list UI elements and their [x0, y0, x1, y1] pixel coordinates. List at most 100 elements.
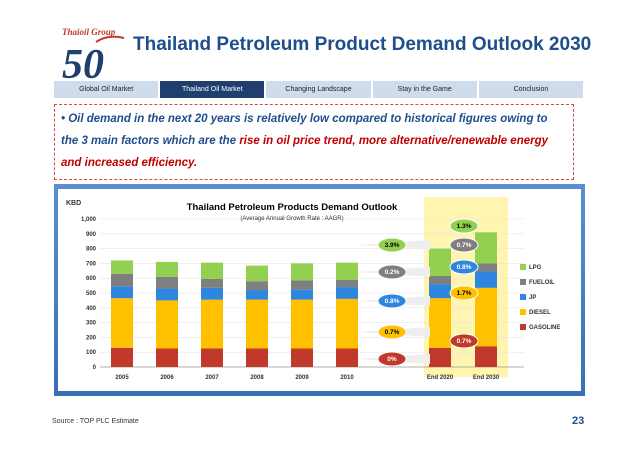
- growth-badge-jp-2010-2020: [377, 293, 407, 309]
- growth-label-jp-2010-2020: 0.8%: [385, 298, 400, 305]
- tab-stay-in-the-game[interactable]: Stay in the Game: [372, 81, 479, 98]
- x-tick-label: 2007: [205, 375, 219, 381]
- bar-fueloil-2007: [201, 278, 223, 288]
- page-title: Thailand Petroleum Product Demand Outloo…: [133, 34, 592, 55]
- x-tick-label: End 2020: [427, 375, 454, 381]
- tab-global-oil-market[interactable]: Global Oil Market: [54, 81, 161, 98]
- bar-lpg-2008: [246, 265, 268, 282]
- bar-gasoline-2006: [156, 348, 178, 367]
- legend-swatch-diesel: [520, 309, 526, 315]
- bar-gasoline-2007: [201, 348, 223, 367]
- statement-text: Oil demand in the next 20 years is relat…: [61, 113, 548, 147]
- growth-badge-lpg-2020-2030: [449, 218, 479, 234]
- bullet: •: [61, 113, 66, 125]
- bar-fueloil-2008: [246, 281, 268, 291]
- bar-jp-2009: [291, 289, 313, 300]
- bar-lpg-2009: [291, 263, 313, 281]
- bar-lpg-2005: [111, 260, 133, 274]
- bar-lpg-end-2020: [429, 248, 451, 276]
- legend-label-gasoline: GASOLINE: [529, 325, 560, 331]
- legend-label-lpg: LPG: [529, 265, 542, 271]
- y-tick-label: 100: [86, 350, 97, 356]
- bar-gasoline-end-2030: [475, 346, 497, 367]
- growth-badge-diesel-2020-2030: [449, 285, 479, 301]
- y-tick-label: 400: [86, 306, 97, 312]
- y-axis-label: KBD: [66, 200, 81, 207]
- growth-label-lpg-2020-2030: 1.3%: [457, 223, 472, 230]
- legend-label-diesel: DIESEL: [529, 310, 551, 316]
- page-number: 23: [572, 415, 585, 427]
- growth-badge-gasoline-2010-2020: [377, 351, 407, 367]
- bar-fueloil-2006: [156, 276, 178, 289]
- bar-fueloil-2005: [111, 273, 133, 287]
- bar-gasoline-2005: [111, 347, 133, 367]
- bar-fueloil-end-2030: [475, 263, 497, 272]
- bar-diesel-2006: [156, 300, 178, 349]
- bar-jp-end-2030: [475, 271, 497, 288]
- section-nav: Global Oil Market Thailand Oil Market Ch…: [54, 81, 586, 98]
- y-tick-label: 1,000: [81, 217, 97, 223]
- x-tick-label: 2005: [115, 375, 129, 381]
- legend-swatch-lpg: [520, 264, 526, 270]
- statement-highlight: rise in oil price trend, more alternativ…: [61, 135, 549, 169]
- bar-gasoline-2008: [246, 348, 268, 367]
- y-tick-label: 800: [86, 247, 97, 253]
- y-tick-label: 600: [86, 276, 97, 282]
- y-tick-label: 900: [86, 232, 97, 238]
- chart-panel: 0 100 200 300 400 500 600 700 800 900 1,000 KBD 2005…: [54, 184, 585, 396]
- bar-fueloil-end-2020: [429, 275, 451, 285]
- y-tick-label: 500: [86, 291, 97, 297]
- legend-swatch-gasoline: [520, 324, 526, 330]
- bar-diesel-2005: [111, 298, 133, 348]
- y-tick-label: 300: [86, 321, 97, 327]
- growth-badge-fueloil-2020-2030: [449, 237, 479, 253]
- x-tick-label: End 2030: [473, 375, 500, 381]
- company-logo: Thaioil Group 50: [58, 20, 128, 88]
- bar-diesel-2010: [336, 298, 358, 349]
- growth-badge-gasoline-2020-2030: [449, 333, 479, 349]
- y-tick-label: 700: [86, 261, 97, 267]
- tab-thailand-oil-market[interactable]: Thailand Oil Market: [160, 81, 267, 98]
- x-tick-label: 2008: [250, 375, 264, 381]
- growth-label-gasoline-2020-2030: 0.7%: [457, 338, 472, 345]
- growth-label-lpg-2010-2020: 3.9%: [385, 242, 400, 249]
- tab-changing-landscape[interactable]: Changing Landscape: [266, 81, 373, 98]
- demand-outlook-chart: 0 100 200 300 400 500 600 700 800 900 1,000 KBD 2005…: [66, 197, 560, 381]
- logo-number: 50: [62, 42, 104, 82]
- bar-diesel-end-2030: [475, 287, 497, 347]
- growth-label-diesel-2020-2030: 1.7%: [457, 290, 472, 297]
- bar-lpg-end-2030: [475, 232, 497, 264]
- legend-swatch-jp: [520, 294, 526, 300]
- legend-label-jp: JP: [529, 295, 536, 301]
- bar-jp-2005: [111, 286, 133, 299]
- bar-lpg-2007: [201, 262, 223, 279]
- growth-label-gasoline-2010-2020: 0%: [387, 356, 397, 363]
- growth-label-fueloil-2010-2020: 0.2%: [385, 269, 400, 276]
- growth-label-jp-2020-2030: 0.8%: [457, 264, 472, 271]
- bar-gasoline-2010: [336, 348, 358, 367]
- y-tick-label: 0: [93, 365, 97, 371]
- bar-fueloil-2010: [336, 279, 358, 288]
- logo-caption: Thaioil Group: [62, 27, 116, 37]
- bar-jp-end-2020: [429, 284, 451, 299]
- bar-gasoline-end-2020: [429, 347, 451, 367]
- bar-fueloil-2009: [291, 280, 313, 290]
- x-tick-label: 2006: [160, 375, 174, 381]
- bar-jp-2007: [201, 287, 223, 300]
- bar-diesel-2007: [201, 299, 223, 349]
- bar-diesel-2009: [291, 299, 313, 349]
- bar-lpg-2010: [336, 262, 358, 280]
- growth-badge-jp-2020-2030: [449, 259, 479, 275]
- growth-label-diesel-2010-2020: 0.7%: [385, 329, 400, 336]
- key-statement: • Oil demand in the next 20 years is rel…: [54, 104, 574, 180]
- chart-subtitle: (Average Annual Growth Rate : AAGR): [240, 216, 343, 222]
- x-tick-label: 2009: [295, 375, 309, 381]
- x-tick-label: 2010: [340, 375, 354, 381]
- chart-area: 0 100 200 300 400 500 600 700 800 900 1,000 KBD 2005…: [58, 189, 581, 391]
- legend-swatch-fueloil: [520, 279, 526, 285]
- y-tick-label: 200: [86, 335, 97, 341]
- bar-diesel-end-2020: [429, 298, 451, 348]
- growth-label-fueloil-2020-2030: 0.7%: [457, 242, 472, 249]
- tab-conclusion[interactable]: Conclusion: [478, 81, 586, 98]
- legend-label-fueloil: FUELOIL: [529, 280, 555, 286]
